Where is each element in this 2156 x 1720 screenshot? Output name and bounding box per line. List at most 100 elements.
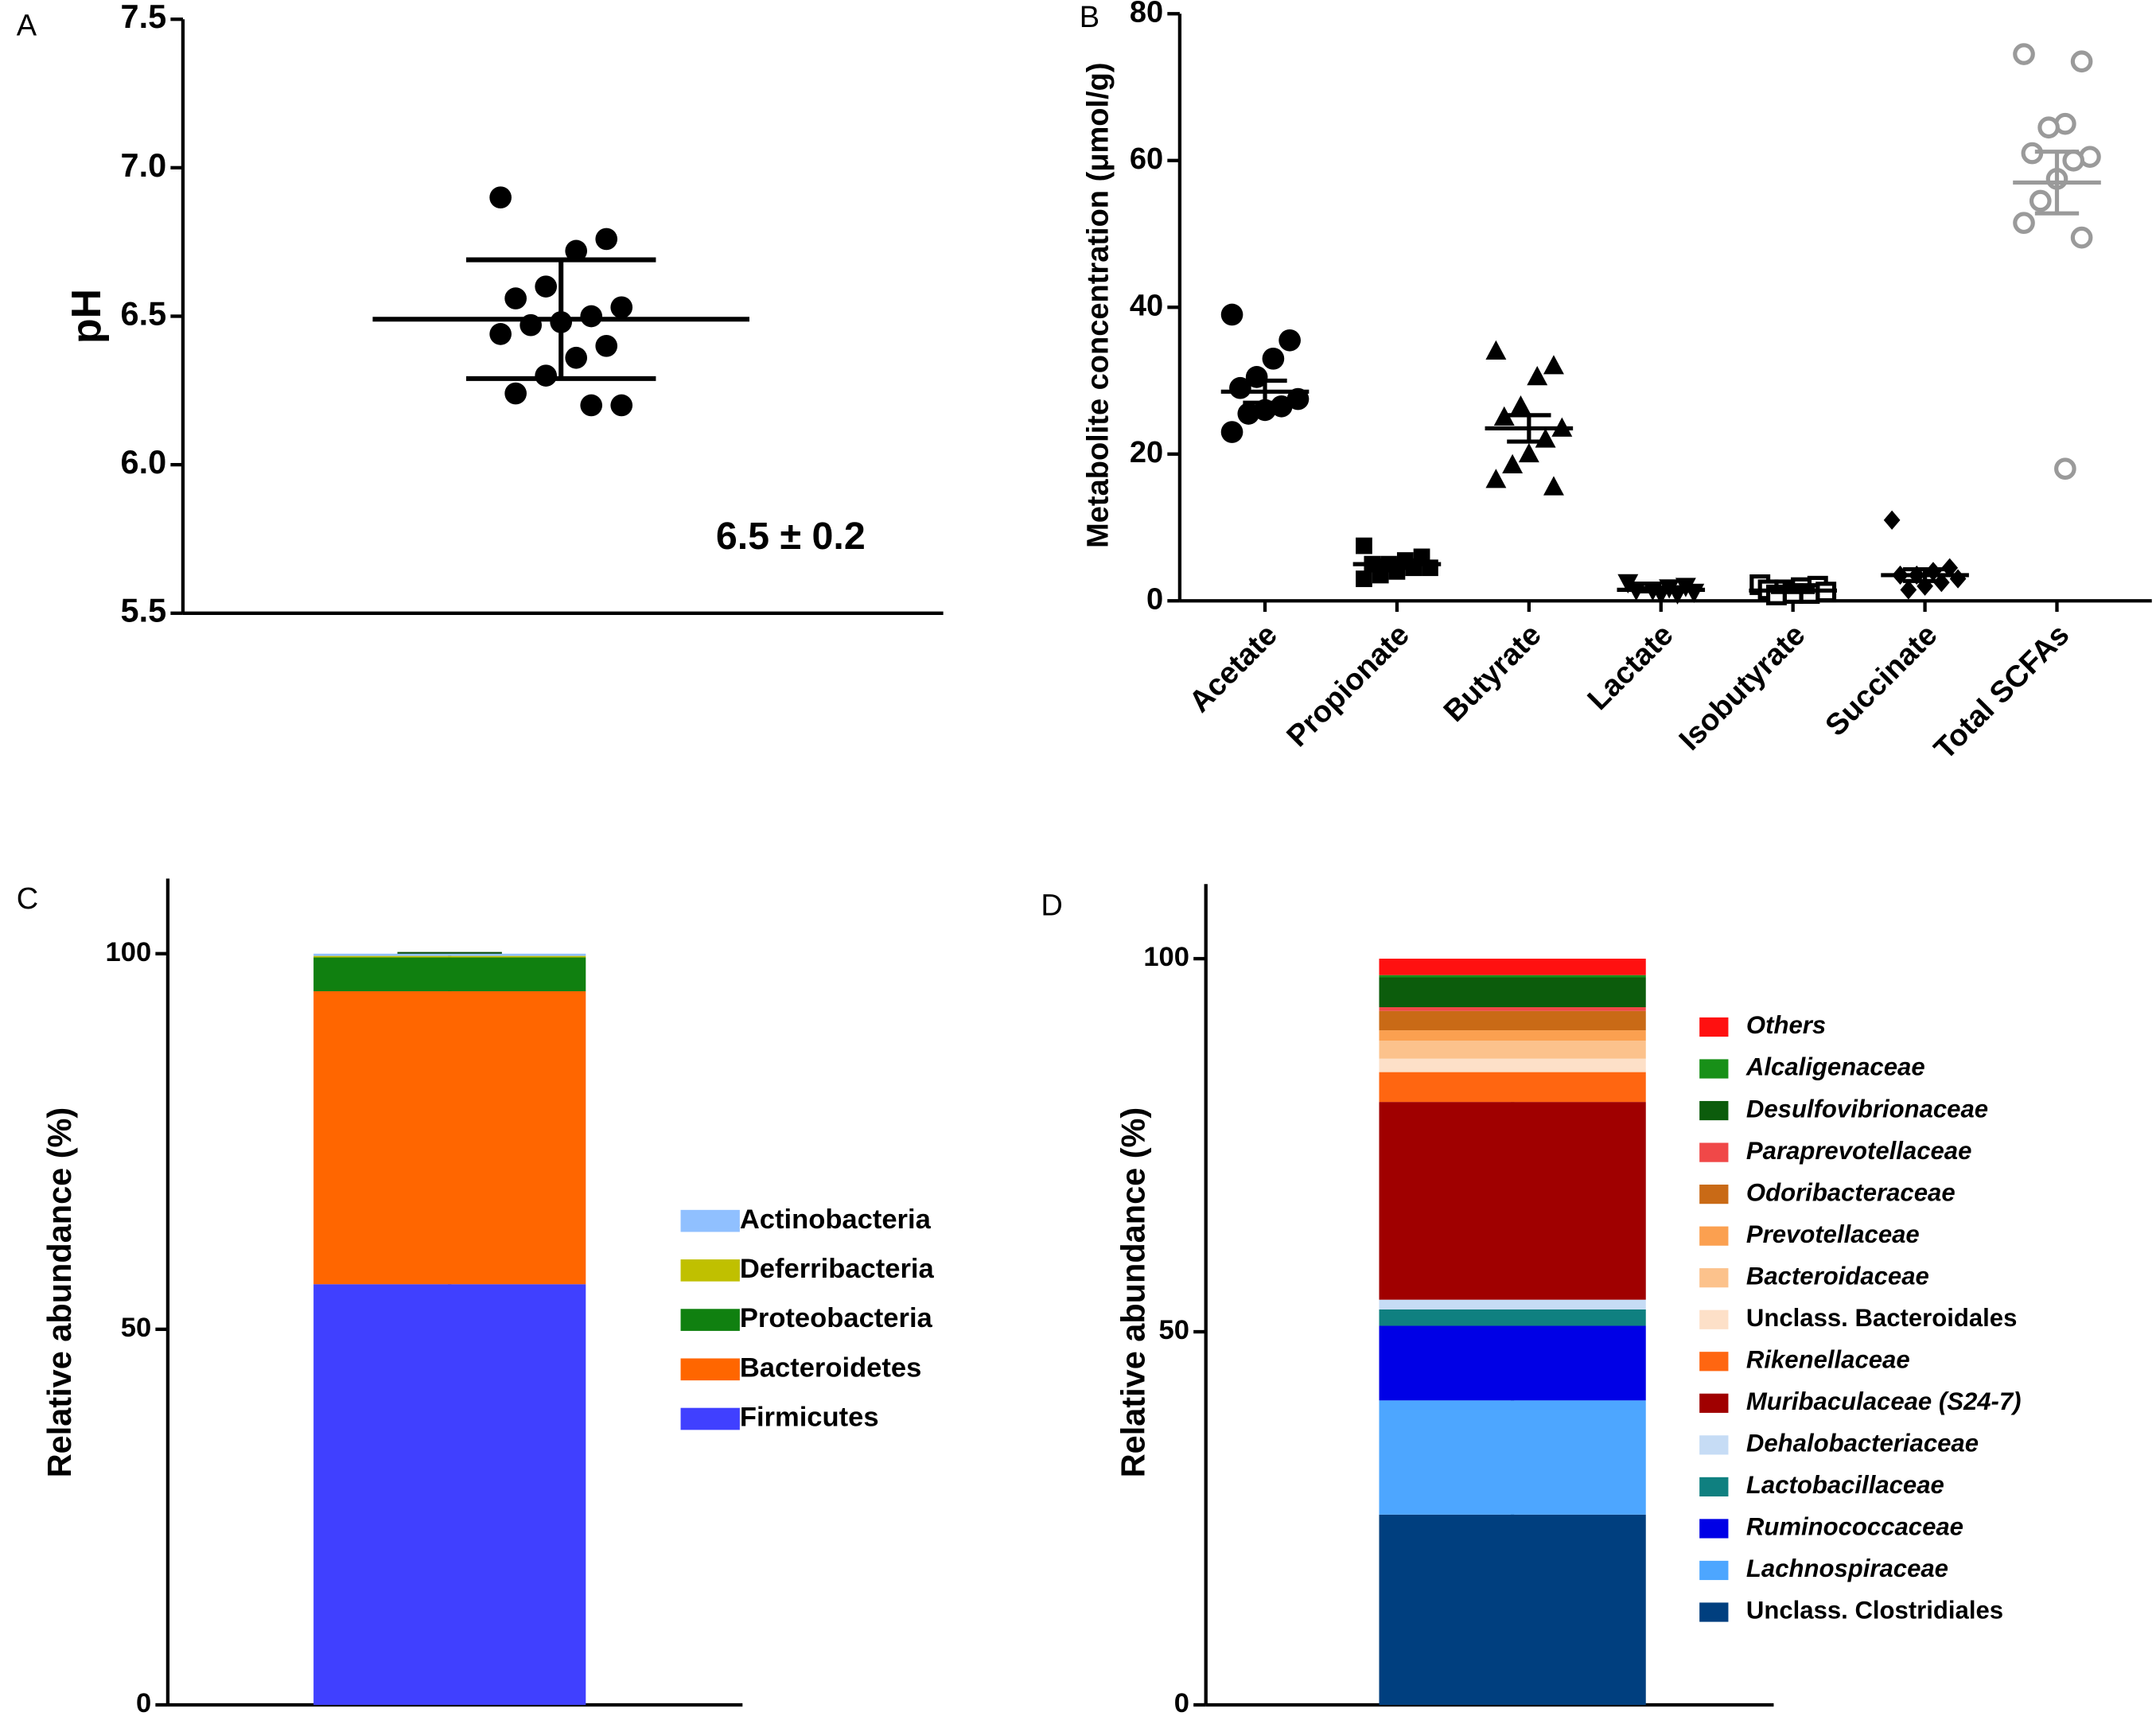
panel-label: B [1080,1,1099,34]
data-point [1237,403,1260,425]
y-tick-label: 60 [1130,142,1163,176]
legend-label: Prevotellaceae [1746,1220,1920,1248]
data-point [2070,50,2093,73]
legend-label: Ruminococcaceae [1746,1513,1963,1541]
data-point [1543,476,1564,496]
bar-segment [1379,1030,1646,1041]
data-point [1941,558,1959,578]
data-point [535,275,558,298]
data-point [1422,559,1438,577]
legend-swatch [1699,1017,1729,1037]
y-axis-label: Relative abundance (%) [1115,1107,1152,1477]
data-point [595,334,618,357]
x-tick-label: Butyrate [1438,618,1548,729]
legend-label: Desulfovibrionaceae [1746,1095,1988,1123]
y-tick-label: 50 [121,1313,151,1343]
legend-swatch [1699,1477,1729,1496]
legend-label: Firmicutes [740,1403,879,1433]
data-point [1485,340,1507,360]
panel-label: A [17,10,37,43]
legend-swatch [680,1309,740,1331]
bar-segment [313,953,586,956]
y-tick-label: 0 [1146,582,1163,616]
legend-swatch [1699,1100,1729,1121]
legend-swatch [1699,1393,1729,1413]
x-tick-label: Isobutyrate [1673,618,1812,757]
legend-label: Odoribacteraceae [1746,1178,1956,1206]
legend-swatch [680,1358,740,1381]
data-point [2062,149,2085,172]
bar-segment [1379,1058,1646,1072]
legend-swatch [1699,1435,1729,1455]
data-point [2029,189,2052,212]
bar-segment [1379,1309,1646,1326]
bar-segment [1379,1400,1646,1515]
data-point [1278,329,1301,352]
y-tick-label: 7.0 [121,146,167,184]
y-tick-label: 100 [106,937,152,967]
y-tick-label: 80 [1130,0,1163,29]
data-point [1356,570,1372,587]
bar-segment [313,990,586,1285]
legend-label: Actinobacteria [740,1204,932,1235]
data-point [595,228,618,251]
data-point [1883,510,1901,530]
bar-segment [1379,975,1646,978]
bar-segment [1379,1072,1646,1103]
legend-label: Proteobacteria [740,1303,933,1333]
legend-label: Deferribacteria [740,1254,935,1284]
bar-segment [1379,1514,1646,1705]
y-tick-label: 6.5 [121,294,167,332]
data-point [504,382,527,405]
bar-segment [1379,1010,1646,1031]
bar-segment [313,1284,586,1705]
data-point [2054,457,2076,481]
y-tick-label: 6.0 [121,443,167,481]
legend-label: Muribaculaceae (S24-7) [1746,1387,2022,1415]
x-tick-label: Total SCFAs [1928,618,2076,766]
y-axis-label: Metabolite concentration (μmol/g) [1082,62,1115,547]
y-tick-label: 5.5 [121,592,167,629]
bar-segment [1379,1102,1646,1300]
legend-swatch [1699,1309,1729,1329]
panel-label: C [17,882,38,916]
y-tick-label: 0 [1174,1688,1189,1718]
data-point [565,239,588,263]
legend-swatch [1699,1059,1729,1079]
data-point [1543,355,1564,375]
y-tick-label: 7.5 [121,0,167,35]
bar-segment [313,957,586,991]
y-axis-label: Relative abundance (%) [41,1107,78,1478]
legend-swatch [1699,1602,1729,1622]
y-tick-label: 0 [136,1688,151,1718]
legend-swatch [680,1407,740,1430]
bar-segment [1379,959,1646,975]
data-point [580,305,603,328]
legend-label: Unclass. Bacteroidales [1746,1304,2017,1332]
bar-segment [1379,1325,1646,1401]
y-axis-label: pH [63,289,109,344]
legend-label: Unclass. Clostridiales [1746,1597,2003,1625]
bar-segment [1379,977,1646,1008]
data-point [1220,421,1243,443]
legend-swatch [680,1209,740,1232]
x-tick-label: Succinate [1819,618,1944,743]
legend-swatch [1699,1142,1729,1162]
data-point [535,364,558,387]
data-point [1518,442,1539,463]
data-point [2013,43,2035,65]
legend-label: Lactobacillaceae [1746,1471,1944,1499]
data-point [2070,226,2093,249]
data-point [580,394,603,417]
data-point [1527,366,1548,386]
x-tick-label: Lactate [1582,618,1680,717]
legend-swatch [1699,1185,1729,1204]
data-point [1535,428,1556,448]
data-point [1510,395,1531,415]
data-point [489,323,512,345]
legend-swatch [1699,1226,1729,1246]
data-point [1220,303,1243,326]
legend-label: Rikenellaceae [1746,1345,1910,1373]
data-point [1900,580,1917,600]
data-point [610,394,633,417]
